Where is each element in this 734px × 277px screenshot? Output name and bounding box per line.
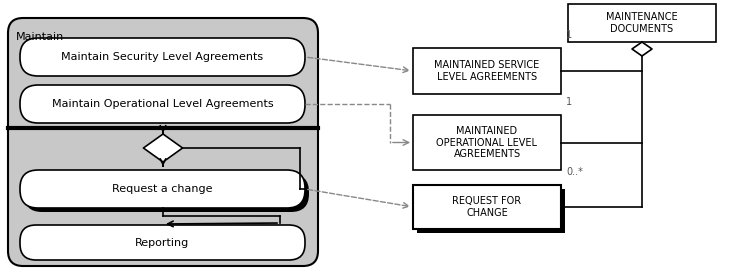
Bar [413,115,561,170]
Bar [413,185,561,229]
Bar [417,189,565,233]
Text: REQUEST FOR
CHANGE: REQUEST FOR CHANGE [452,196,522,218]
Text: 0..*: 0..* [566,167,583,177]
Text: 1: 1 [566,97,572,107]
FancyBboxPatch shape [20,170,305,208]
Text: 1: 1 [566,30,572,40]
Polygon shape [632,42,652,56]
Text: Maintain: Maintain [16,32,65,42]
Text: MAINTAINED SERVICE
LEVEL AGREEMENTS: MAINTAINED SERVICE LEVEL AGREEMENTS [435,60,539,82]
Text: MAINTENANCE
DOCUMENTS: MAINTENANCE DOCUMENTS [606,12,677,34]
FancyBboxPatch shape [20,85,305,123]
Text: Maintain Operational Level Agreements: Maintain Operational Level Agreements [51,99,273,109]
Text: Reporting: Reporting [135,237,189,248]
FancyBboxPatch shape [20,225,305,260]
Text: Maintain Security Level Agreements: Maintain Security Level Agreements [62,52,264,62]
Polygon shape [143,134,183,162]
FancyBboxPatch shape [8,18,318,266]
FancyBboxPatch shape [20,38,305,76]
FancyBboxPatch shape [24,174,309,212]
Bar [413,48,561,94]
Text: MAINTAINED
OPERATIONAL LEVEL
AGREEMENTS: MAINTAINED OPERATIONAL LEVEL AGREEMENTS [437,126,537,159]
Bar [568,4,716,42]
Text: Request a change: Request a change [112,184,213,194]
